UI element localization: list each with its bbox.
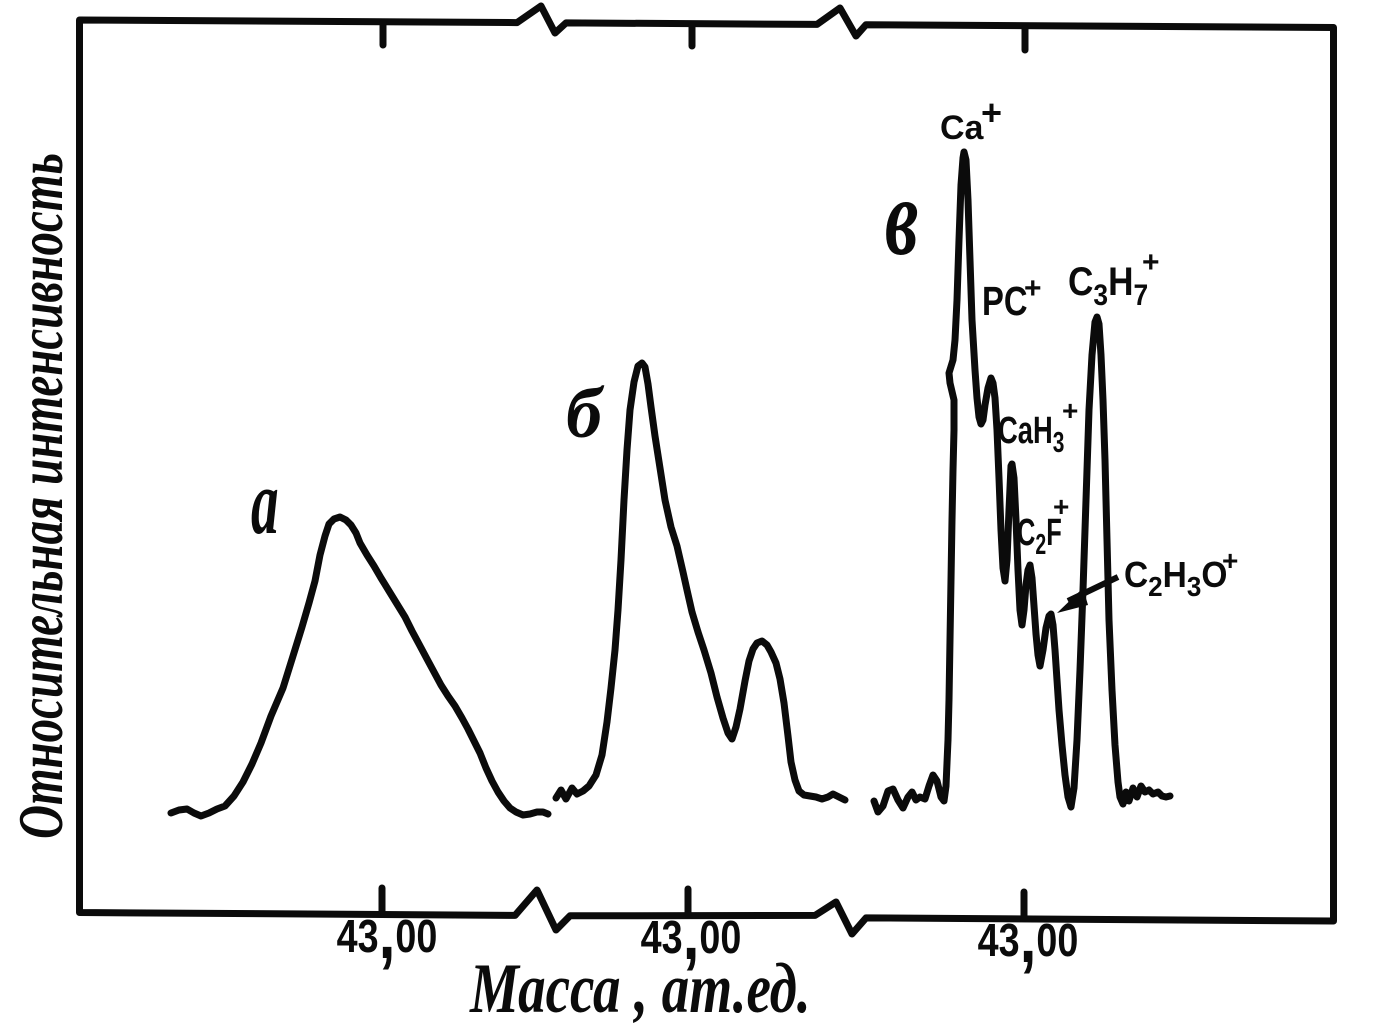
svg-text:+: +: [1062, 395, 1078, 426]
svg-text:в: в: [885, 157, 918, 279]
svg-text:Масса , ат.ед.: Масса , ат.ед.: [469, 948, 810, 1026]
svg-text:Ca: Ca: [940, 109, 985, 147]
svg-text:PC: PC: [982, 277, 1028, 323]
svg-text:Относительная интенсивность: Относительная интенсивность: [6, 153, 77, 839]
svg-text:+: +: [981, 92, 1002, 133]
svg-text:а: а: [251, 452, 279, 554]
svg-text:+: +: [1053, 491, 1069, 522]
svg-text:+: +: [1024, 272, 1042, 305]
svg-text:+: +: [1142, 246, 1160, 279]
svg-text:+: +: [1222, 545, 1238, 576]
svg-text:C2H3O: C2H3O: [1124, 556, 1227, 602]
svg-text:C3H7: C3H7: [1068, 259, 1148, 311]
svg-text:б: б: [566, 373, 605, 453]
svg-text:C2F: C2F: [1017, 511, 1062, 561]
